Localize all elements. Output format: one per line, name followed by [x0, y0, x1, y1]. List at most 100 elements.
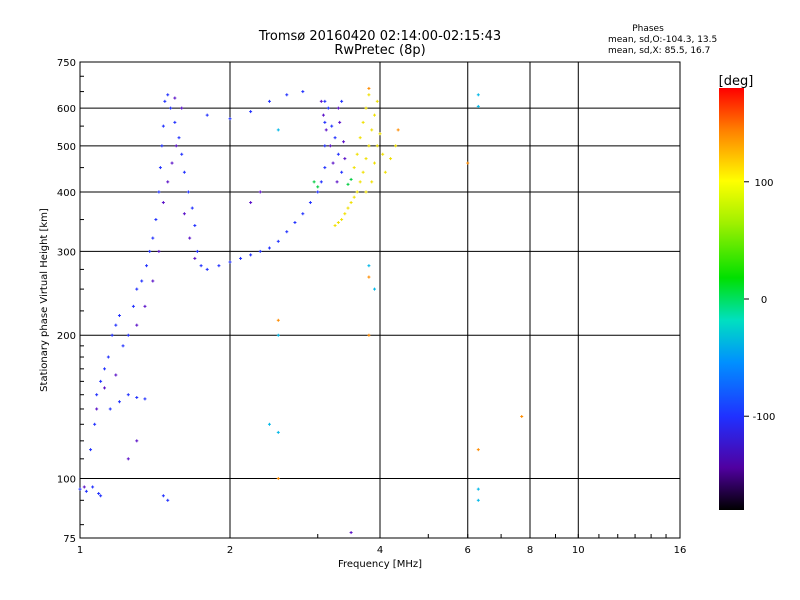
data-point — [367, 264, 371, 268]
data-point — [321, 113, 325, 117]
data-point — [143, 304, 147, 308]
data-point — [145, 264, 149, 268]
data-point — [114, 323, 118, 327]
data-point — [326, 106, 330, 110]
data-point — [361, 120, 365, 124]
data-point — [267, 246, 271, 250]
data-point — [285, 230, 289, 234]
phases-line-o: mean, sd,O:-104.3, 13.5 — [608, 35, 717, 45]
data-point — [267, 99, 271, 103]
data-point — [312, 180, 316, 184]
data-point — [367, 144, 371, 148]
data-point — [97, 492, 101, 496]
data-point — [394, 144, 398, 148]
data-point — [95, 393, 99, 397]
data-point — [158, 166, 162, 170]
data-point — [364, 106, 368, 110]
data-point — [520, 414, 524, 418]
data-point — [89, 448, 93, 452]
colorbar-tick-label: 0 — [761, 295, 767, 306]
y-tick-label: 500 — [57, 142, 76, 153]
data-point — [193, 256, 197, 260]
data-point — [323, 144, 327, 148]
data-point — [367, 333, 371, 337]
data-point — [361, 170, 365, 174]
data-point — [249, 201, 253, 205]
y-tick-label: 100 — [57, 475, 76, 486]
data-point — [103, 386, 107, 390]
y-tick-label: 600 — [57, 104, 76, 115]
data-point — [367, 93, 371, 97]
data-point — [205, 113, 209, 117]
data-point — [373, 161, 377, 165]
data-point — [249, 253, 253, 257]
y-tick-label: 400 — [57, 188, 76, 199]
data-point — [258, 190, 262, 194]
data-point — [190, 206, 194, 210]
data-point — [131, 304, 135, 308]
data-point — [367, 275, 371, 279]
data-point — [373, 287, 377, 291]
data-point — [285, 93, 289, 97]
data-point — [355, 190, 359, 194]
data-point — [330, 124, 334, 128]
colorbar-tick-label: -100 — [753, 412, 776, 423]
data-point — [466, 161, 470, 165]
data-point — [336, 152, 340, 156]
data-point — [316, 190, 320, 194]
data-point — [301, 90, 305, 94]
data-point — [375, 99, 379, 103]
data-point — [135, 323, 139, 327]
data-point — [340, 218, 344, 222]
data-point — [135, 439, 139, 443]
data-point — [276, 333, 280, 337]
plot-area: 1 2 4 6 8 10 16 75 100 200 300 400 500 600 750 — [57, 58, 686, 556]
data-point — [323, 120, 327, 124]
colorbar-tick-label: 100 — [754, 178, 773, 189]
y-tick-label: 300 — [57, 247, 76, 258]
data-point — [355, 152, 359, 156]
data-point — [186, 190, 190, 194]
data-point — [267, 422, 271, 426]
data-point — [82, 485, 86, 489]
x-tick-label: 4 — [377, 545, 383, 556]
y-tick-labels: 75 100 200 300 400 500 600 750 — [57, 58, 76, 545]
data-point — [364, 190, 368, 194]
data-point — [258, 249, 262, 253]
data-point — [381, 152, 385, 156]
data-point — [249, 110, 253, 114]
data-point — [476, 448, 480, 452]
data-point — [319, 180, 323, 184]
data-point — [335, 180, 339, 184]
x-tick-label: 2 — [227, 545, 233, 556]
data-point — [324, 128, 328, 132]
data-point — [91, 485, 95, 489]
data-point — [157, 249, 161, 253]
data-point — [140, 279, 144, 283]
data-point — [121, 344, 125, 348]
x-tick-label: 1 — [77, 545, 83, 556]
data-point — [95, 407, 99, 411]
data-point — [173, 96, 177, 100]
data-point — [342, 140, 346, 144]
data-point — [177, 136, 181, 140]
colorbar-gradient — [719, 88, 744, 510]
data-point — [126, 393, 130, 397]
data-point — [93, 422, 97, 426]
data-point — [308, 201, 312, 205]
data-point — [352, 195, 356, 199]
data-points — [78, 86, 524, 535]
data-point — [276, 318, 280, 322]
data-point — [346, 182, 350, 186]
data-point — [169, 106, 173, 110]
phases-line-x: mean, sd,X: 85.5, 16.7 — [608, 46, 710, 56]
colorbar: [deg] 100 0 -100 — [719, 74, 776, 510]
data-point — [293, 221, 297, 225]
data-point — [336, 221, 340, 225]
data-point — [126, 457, 130, 461]
data-point — [349, 531, 353, 535]
x-tick-label: 10 — [572, 545, 585, 556]
data-point — [205, 267, 209, 271]
x-tick-label: 8 — [527, 545, 533, 556]
